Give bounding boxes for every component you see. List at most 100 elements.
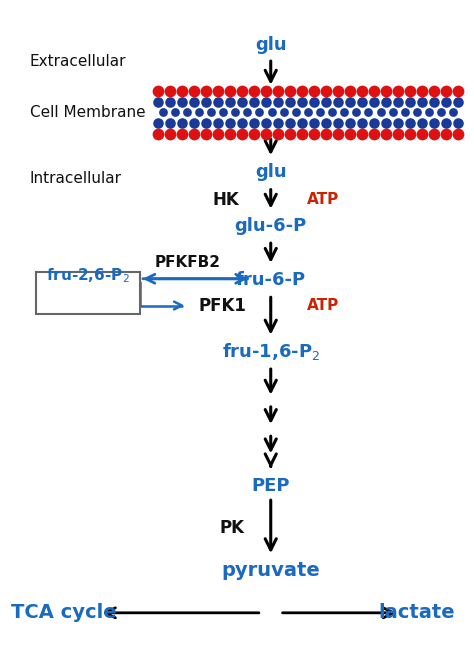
- Point: [274, 118, 282, 128]
- Point: [190, 97, 198, 107]
- Point: [382, 86, 390, 96]
- Point: [155, 129, 162, 139]
- Text: pyruvate: pyruvate: [221, 561, 320, 580]
- Point: [195, 107, 203, 118]
- Point: [401, 107, 409, 118]
- Text: glu-6-P: glu-6-P: [235, 217, 307, 235]
- Point: [159, 107, 166, 118]
- Point: [353, 107, 360, 118]
- Point: [166, 86, 174, 96]
- Point: [406, 129, 413, 139]
- Point: [178, 97, 186, 107]
- Point: [377, 107, 384, 118]
- Point: [231, 107, 239, 118]
- Text: TCA cycle: TCA cycle: [11, 603, 116, 622]
- Point: [322, 86, 330, 96]
- Point: [449, 107, 457, 118]
- Point: [438, 107, 445, 118]
- Point: [454, 129, 462, 139]
- Text: glu: glu: [255, 163, 287, 182]
- Point: [280, 107, 288, 118]
- Point: [442, 129, 449, 139]
- Point: [286, 86, 294, 96]
- Point: [250, 97, 258, 107]
- Point: [166, 97, 174, 107]
- Text: Extracellular: Extracellular: [30, 54, 126, 69]
- Point: [334, 129, 342, 139]
- Point: [310, 97, 318, 107]
- Point: [202, 86, 210, 96]
- Point: [334, 86, 342, 96]
- Point: [418, 118, 426, 128]
- Point: [274, 97, 282, 107]
- Point: [262, 86, 270, 96]
- Point: [413, 107, 420, 118]
- Point: [286, 97, 294, 107]
- Point: [394, 86, 401, 96]
- Text: PFK1: PFK1: [199, 297, 246, 315]
- Point: [382, 97, 390, 107]
- Point: [358, 86, 365, 96]
- Point: [171, 107, 179, 118]
- Point: [340, 107, 348, 118]
- Point: [365, 107, 372, 118]
- Point: [238, 129, 246, 139]
- Point: [418, 97, 426, 107]
- Point: [274, 129, 282, 139]
- Point: [310, 118, 318, 128]
- Point: [322, 118, 330, 128]
- Point: [358, 97, 365, 107]
- Point: [334, 97, 342, 107]
- Point: [178, 118, 186, 128]
- Point: [255, 107, 263, 118]
- Point: [418, 86, 426, 96]
- Point: [430, 86, 438, 96]
- Point: [274, 86, 282, 96]
- Point: [310, 129, 318, 139]
- Point: [358, 118, 365, 128]
- Text: Intracellular: Intracellular: [30, 172, 122, 186]
- Point: [298, 118, 306, 128]
- Point: [190, 129, 198, 139]
- Point: [214, 129, 222, 139]
- Point: [346, 129, 354, 139]
- Point: [346, 97, 354, 107]
- Point: [334, 118, 342, 128]
- Point: [178, 129, 186, 139]
- Point: [219, 107, 227, 118]
- Text: Cell Membrane: Cell Membrane: [30, 105, 146, 120]
- Point: [358, 129, 365, 139]
- Point: [292, 107, 300, 118]
- Point: [316, 107, 324, 118]
- Point: [286, 129, 294, 139]
- Point: [346, 118, 354, 128]
- Point: [425, 107, 433, 118]
- Point: [250, 118, 258, 128]
- Point: [394, 118, 401, 128]
- Point: [346, 86, 354, 96]
- Point: [382, 118, 390, 128]
- Point: [155, 118, 162, 128]
- Point: [310, 86, 318, 96]
- Point: [250, 129, 258, 139]
- Point: [442, 97, 449, 107]
- Point: [238, 86, 246, 96]
- Point: [454, 118, 462, 128]
- FancyBboxPatch shape: [36, 272, 140, 315]
- Point: [389, 107, 396, 118]
- Point: [298, 97, 306, 107]
- Point: [155, 86, 162, 96]
- Point: [370, 86, 378, 96]
- Text: HK: HK: [212, 191, 239, 209]
- Point: [190, 86, 198, 96]
- Point: [442, 86, 449, 96]
- Point: [214, 86, 222, 96]
- Text: PFKFB2: PFKFB2: [155, 255, 220, 270]
- Point: [190, 118, 198, 128]
- Text: ATP: ATP: [306, 192, 338, 207]
- Text: lactate: lactate: [379, 603, 456, 622]
- Point: [382, 129, 390, 139]
- Point: [406, 118, 413, 128]
- Point: [262, 118, 270, 128]
- Text: fru-6-P: fru-6-P: [236, 271, 306, 289]
